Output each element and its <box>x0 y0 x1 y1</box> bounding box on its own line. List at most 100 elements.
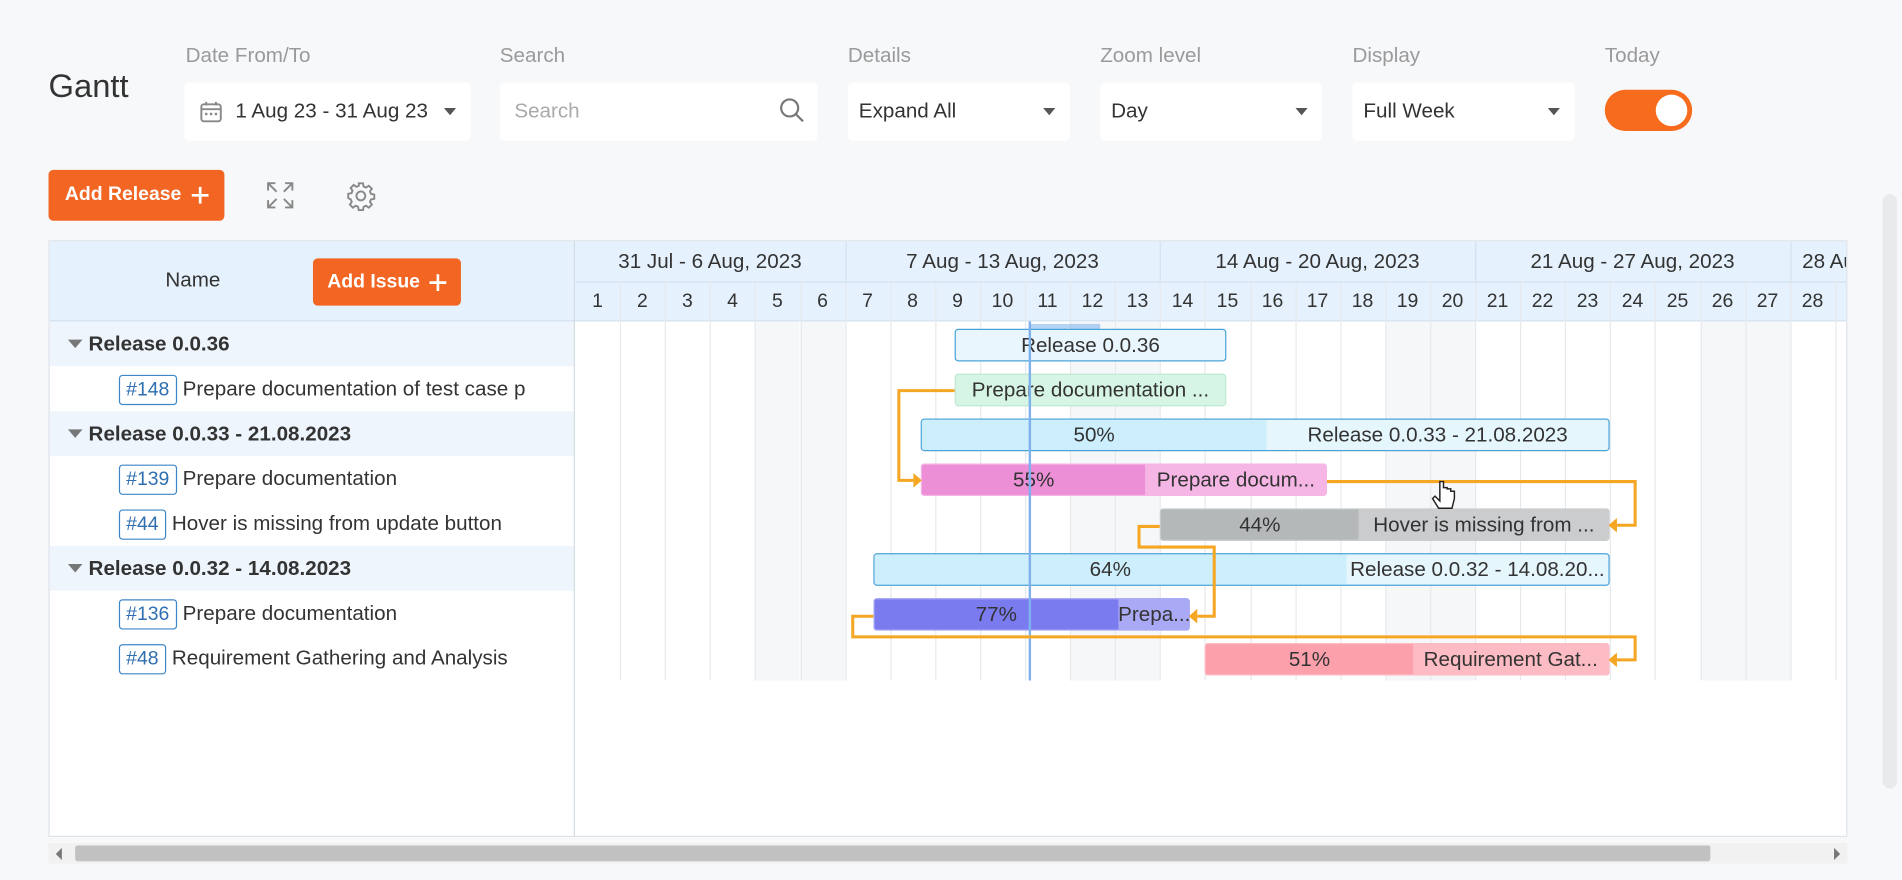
weekend-shade <box>799 321 845 681</box>
add-issue-button[interactable]: Add Issue <box>312 258 461 306</box>
day-grid-line <box>799 281 802 681</box>
day-label: 6 <box>817 291 828 312</box>
issue-id-badge[interactable]: #148 <box>118 374 177 406</box>
issue-bar[interactable]: 44% Hover is missing from ... <box>1159 508 1611 542</box>
day-label: 9 <box>952 291 963 312</box>
day-label: 1 <box>592 291 603 312</box>
bar-label: Prepare docum... <box>1156 468 1315 492</box>
release-name: Release 0.0.32 - 14.08.2023 <box>88 556 352 580</box>
add-release-button[interactable]: Add Release <box>48 169 225 221</box>
bar-label: Requirement Gat... <box>1423 647 1598 671</box>
day-label: 4 <box>727 291 738 312</box>
issue-bar[interactable]: Prepare documentation ... <box>954 373 1227 407</box>
pane-divider <box>573 241 575 836</box>
day-label: 28 <box>1801 291 1824 312</box>
week-separator <box>1159 241 1162 282</box>
day-label: 15 <box>1216 291 1239 312</box>
button-label: Add Issue <box>327 271 420 292</box>
today-toggle[interactable] <box>1604 89 1693 132</box>
bar-label: Release 0.0.33 - 21.08.2023 <box>1307 423 1568 447</box>
dropdown-caret <box>1295 107 1308 116</box>
release-row-bg <box>49 411 574 457</box>
filter-label: Search <box>499 43 566 67</box>
day-label: 12 <box>1081 291 1104 312</box>
collapse-caret[interactable] <box>67 564 83 573</box>
fullscreen-icon[interactable] <box>266 181 295 210</box>
progress-fill: 64% <box>874 554 1347 585</box>
week-label: 7 Aug - 13 Aug, 2023 <box>906 249 1099 273</box>
dropdown-caret <box>443 107 457 116</box>
filter-label: Display <box>1352 43 1421 67</box>
search-placeholder: Search <box>514 99 580 123</box>
weekend-shade <box>1745 321 1791 681</box>
issue-id-badge[interactable]: #44 <box>118 509 166 540</box>
details-select[interactable]: Expand All <box>847 82 1070 141</box>
progress-fill: 44% <box>1160 509 1359 540</box>
date-range-picker[interactable]: 1 Aug 23 - 31 Aug 23 <box>184 82 471 141</box>
day-grid-line <box>1700 281 1702 681</box>
collapse-caret[interactable] <box>67 429 83 438</box>
week-label: 14 Aug - 20 Aug, 2023 <box>1215 249 1420 273</box>
settings-icon[interactable] <box>346 181 376 212</box>
search-input[interactable]: Search <box>499 82 818 141</box>
day-grid-line <box>1520 281 1522 681</box>
day-label: 3 <box>682 291 693 312</box>
day-grid-line <box>1565 281 1567 681</box>
issue-id-badge[interactable]: #48 <box>118 644 166 675</box>
day-label: 11 <box>1037 291 1058 312</box>
progress-fill: 50% <box>921 419 1267 451</box>
release-bar[interactable]: 64% Release 0.0.32 - 14.08.20... <box>873 553 1611 586</box>
issue-name: Prepare documentation <box>182 601 398 625</box>
issue-bar[interactable]: 55% Prepare docum... <box>920 463 1328 497</box>
progress-fill: 77% <box>874 599 1119 630</box>
filter-label: Date From/To <box>185 43 311 67</box>
day-label: 17 <box>1306 291 1329 312</box>
day-grid-line <box>619 281 622 681</box>
weekend-shade <box>1385 321 1431 681</box>
today-line <box>1028 321 1032 681</box>
day-label: 16 <box>1261 291 1284 312</box>
week-separator <box>844 241 847 282</box>
timeline: 1 2 3 4 5 6 7 8 9 10 11 12 13 14 15 16 17 18 19 20 21 22 23 24 2… <box>574 241 1847 835</box>
scroll-right-arrow[interactable] <box>1834 847 1841 861</box>
button-label: Add Release <box>64 184 182 205</box>
issue-id-badge[interactable]: #136 <box>118 599 177 630</box>
issue-bar[interactable]: 51% Requirement Gat... <box>1204 642 1611 676</box>
release-bar[interactable]: Release 0.0.36 <box>954 328 1227 362</box>
issue-id-badge[interactable]: #139 <box>118 464 177 495</box>
scrollbar-thumb[interactable] <box>75 845 1711 862</box>
filter-label: Details <box>847 43 911 67</box>
scroll-left-arrow[interactable] <box>55 847 62 861</box>
day-grid-line <box>1475 281 1477 681</box>
day-grid-line <box>1745 281 1747 681</box>
issue-bar[interactable]: 77% Prepa... <box>873 598 1190 631</box>
release-bar[interactable]: 50% Release 0.0.33 - 21.08.2023 <box>920 418 1611 452</box>
vertical-scrollbar[interactable] <box>1882 194 1898 789</box>
issue-name: Prepare documentation of test case p <box>182 377 526 401</box>
week-label: 28 Au <box>1802 249 1846 273</box>
zoom-select[interactable]: Day <box>1100 82 1323 141</box>
search-icon <box>780 98 804 123</box>
release-name: Release 0.0.33 - 21.08.2023 <box>88 422 352 446</box>
weekend-shade <box>754 321 800 681</box>
day-label: 14 <box>1171 291 1194 312</box>
display-select[interactable]: Full Week <box>1352 82 1575 141</box>
collapse-caret[interactable] <box>67 339 83 349</box>
day-grid-line <box>1610 281 1612 681</box>
day-label: 2 <box>1835 281 1846 321</box>
day-label: 18 <box>1351 291 1374 312</box>
day-label: 24 <box>1621 291 1644 312</box>
dropdown-caret <box>1547 107 1560 116</box>
day-label: 20 <box>1441 291 1464 312</box>
day-grid-line <box>889 281 892 681</box>
day-label: 2 <box>637 291 648 312</box>
weekend-shade <box>1700 321 1746 681</box>
progress-fill: 55% <box>921 464 1146 495</box>
day-grid-line <box>844 281 847 681</box>
bar-label: Release 0.0.32 - 14.08.20... <box>1350 557 1605 582</box>
horizontal-scrollbar[interactable] <box>48 843 1848 864</box>
progress-fill: 51% <box>1206 644 1413 675</box>
week-label: 21 Aug - 27 Aug, 2023 <box>1530 249 1735 273</box>
day-grid-line <box>664 281 667 681</box>
